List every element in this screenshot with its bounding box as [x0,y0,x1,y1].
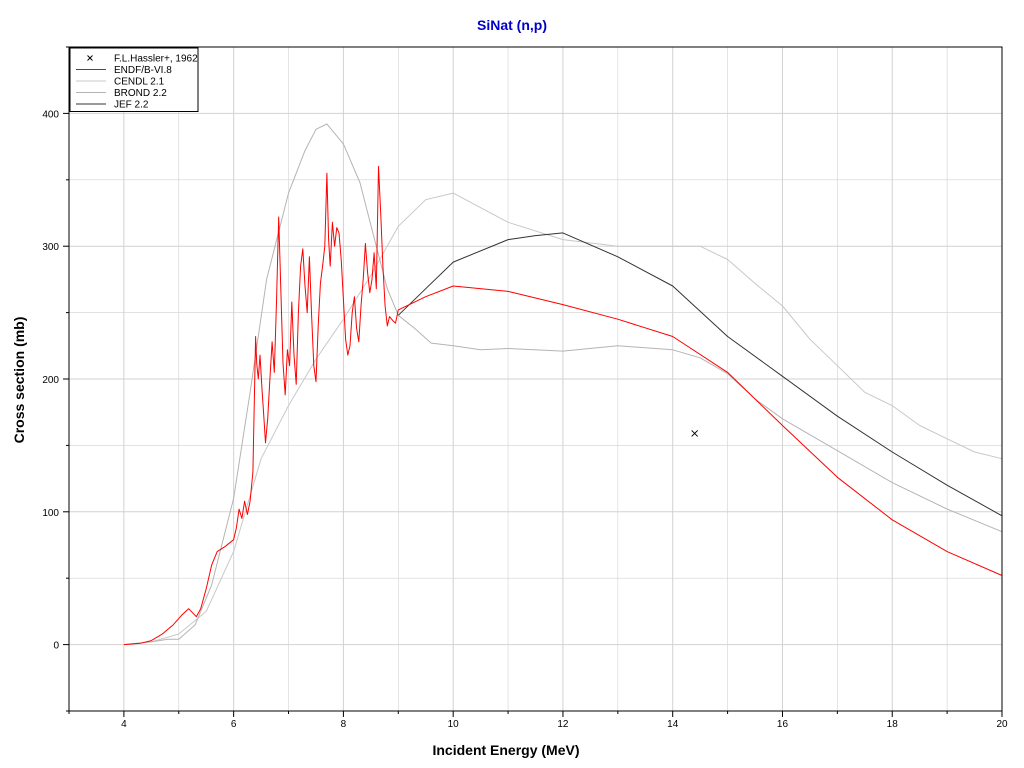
y-tick-label: 0 [53,641,59,652]
x-tick-label: 14 [667,719,679,730]
legend-label: CENDL 2.1 [114,77,165,88]
series-line-endf-b-vi-8 [123,166,1003,646]
series-line-cendl-2-1 [123,192,1003,646]
legend-item-cendl-2-1: CENDL 2.1 [76,77,165,88]
y-tick-label: 300 [42,242,59,253]
legend-item-brond-2-2: BROND 2.2 [76,88,167,99]
x-tick-label: 4 [121,719,127,730]
x-tick-label: 8 [341,719,347,730]
y-tick-label: 200 [42,375,59,386]
x-tick-label: 10 [448,719,460,730]
x-tick-label: 16 [777,719,789,730]
series-line-jef-2-2 [397,232,1003,517]
legend-item-endf-b-vi-8: ENDF/B-VI.8 [76,65,172,76]
legend-marker [87,55,93,61]
legend-label: F.L.Hassler+, 1962 [114,54,198,65]
y-axis-label: Cross section (mb) [11,317,27,444]
x-axis-label: Incident Energy (MeV) [432,742,579,758]
y-tick-label: 100 [42,508,59,519]
x-tick-label: 18 [887,719,899,730]
legend-label: BROND 2.2 [114,88,167,99]
legend-item-f-l-hassler-1962: F.L.Hassler+, 1962 [87,54,198,65]
chart-title: SiNat (n,p) [477,17,547,33]
legend-box [69,47,199,112]
legend-label: ENDF/B-VI.8 [114,65,172,76]
legend-label: JEF 2.2 [114,100,149,111]
data-point-f-l-hassler-1962 [691,430,699,437]
x-tick-label: 12 [557,719,569,730]
x-tick-label: 20 [996,719,1008,730]
legend-item-jef-2-2: JEF 2.2 [76,100,149,111]
y-tick-label: 400 [42,109,59,120]
series-layer [123,123,1003,646]
x-tick-label: 6 [231,719,237,730]
